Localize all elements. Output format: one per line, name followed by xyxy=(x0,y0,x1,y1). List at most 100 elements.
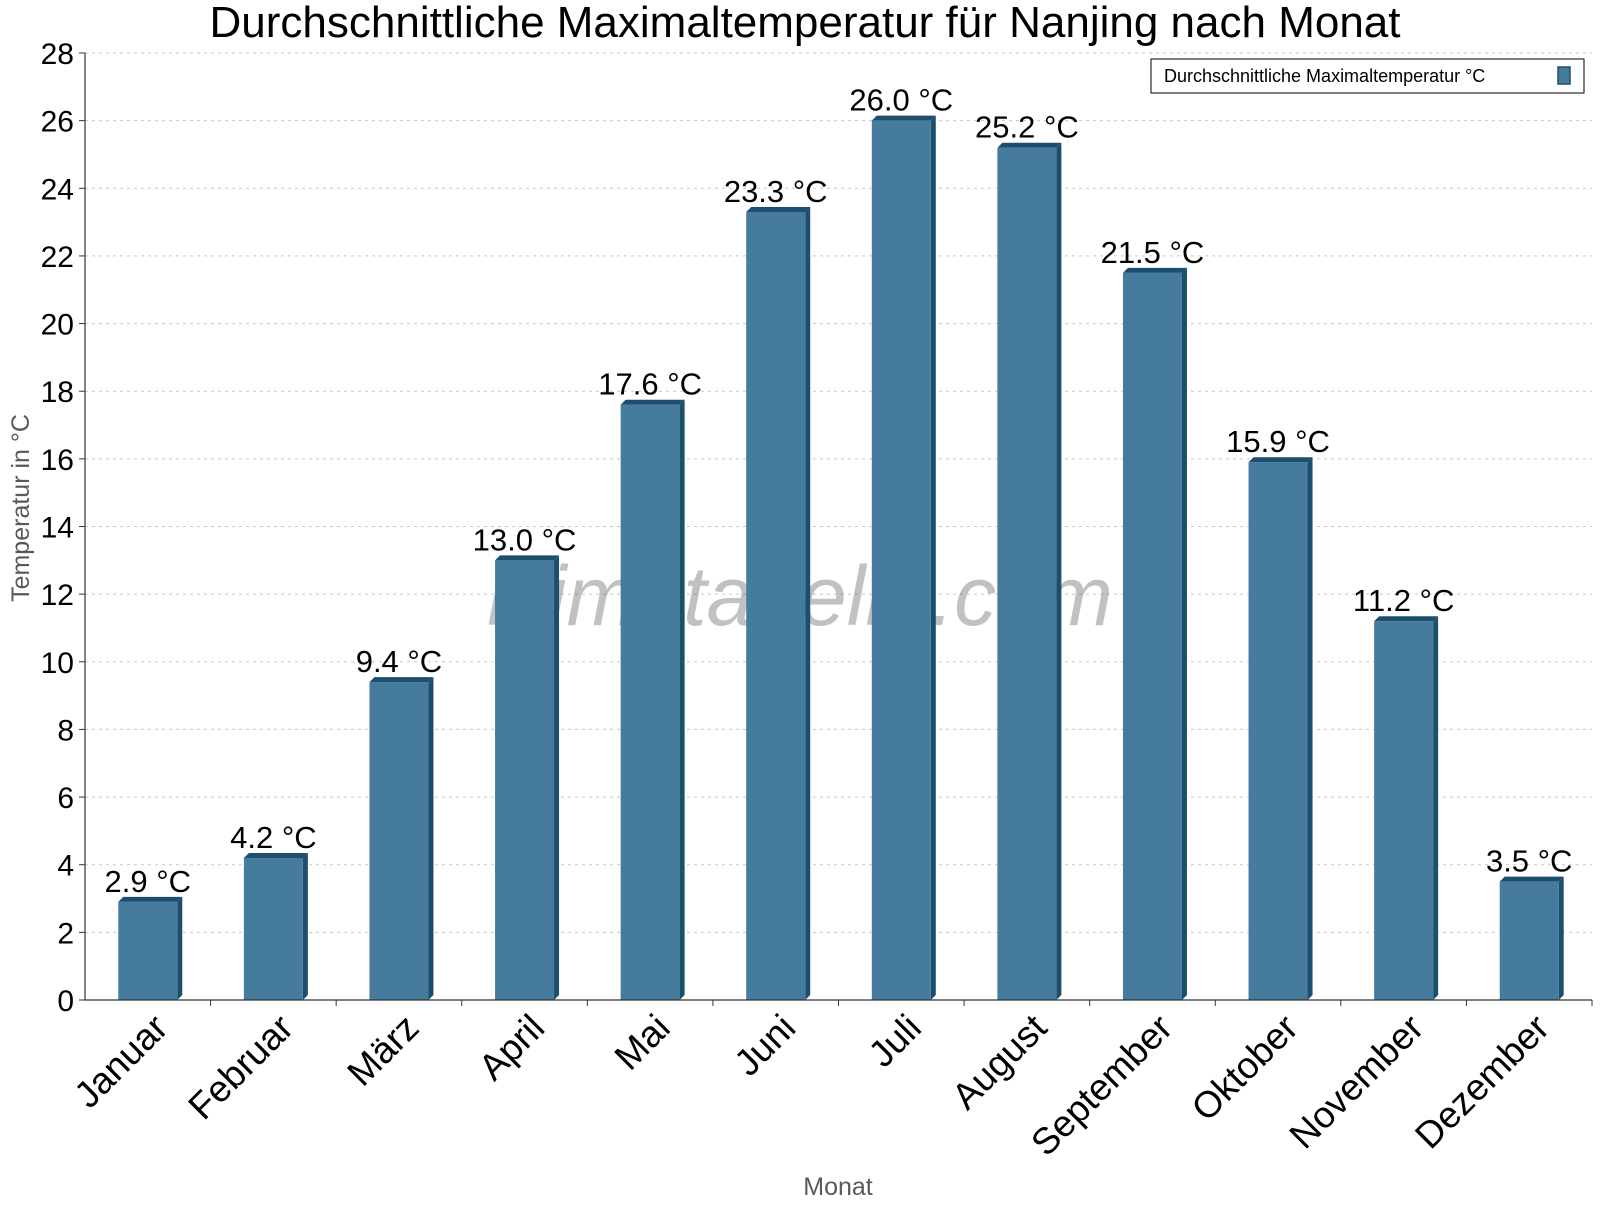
x-tick-label: Juni xyxy=(726,1007,803,1084)
x-tick-label: Oktober xyxy=(1184,1007,1306,1129)
bar-front xyxy=(871,120,931,1000)
y-tick-label: 14 xyxy=(41,512,74,545)
bar xyxy=(997,142,1062,1000)
y-tick-label: 12 xyxy=(41,579,74,612)
bar-value-label: 23.3 °C xyxy=(724,174,828,209)
bar-value-label: 13.0 °C xyxy=(473,522,577,557)
y-tick-label: 18 xyxy=(41,376,74,409)
bar-side xyxy=(805,206,811,1001)
bar xyxy=(1248,457,1313,1001)
bar-top xyxy=(495,555,560,561)
bar-front xyxy=(997,147,1057,1000)
bar-top xyxy=(997,142,1062,148)
x-tick-label: November xyxy=(1282,1007,1432,1157)
x-tick-label: April xyxy=(471,1007,552,1088)
bar-side xyxy=(1558,876,1564,1000)
bar-side xyxy=(302,852,308,1000)
bar xyxy=(1122,267,1187,1000)
bar-front xyxy=(118,901,178,1000)
x-tick-labels: Januar Februar März April Mai Juni Juli AugustS… xyxy=(66,1006,1556,1163)
y-tick-label: 24 xyxy=(41,173,74,206)
x-axis-title: Monat xyxy=(803,1173,873,1200)
bar xyxy=(871,115,936,1000)
y-tick-label: 4 xyxy=(57,850,74,883)
bar xyxy=(118,896,183,1000)
legend: Durchschnittliche Maximaltemperatur °C xyxy=(1150,58,1585,94)
bar-value-label: 25.2 °C xyxy=(975,110,1079,145)
bar-value-label: 9.4 °C xyxy=(356,644,443,679)
bar-front xyxy=(1122,272,1182,1000)
y-tick-label: 22 xyxy=(41,241,74,274)
bar-front xyxy=(1499,881,1559,1000)
bar-value-label: 2.9 °C xyxy=(105,864,192,899)
bar-side xyxy=(177,896,183,1000)
bar-value-label: 21.5 °C xyxy=(1101,235,1205,270)
bar xyxy=(369,677,434,1000)
y-tick-label: 0 xyxy=(57,985,74,1018)
bar-front xyxy=(369,682,429,1000)
x-tick-label: Dezember xyxy=(1407,1007,1557,1157)
legend-label: Durchschnittliche Maximaltemperatur °C xyxy=(1164,66,1485,86)
x-tick-label: Februar xyxy=(180,1007,301,1128)
bar-value-label: 26.0 °C xyxy=(849,83,953,118)
bar-value-label: 15.9 °C xyxy=(1226,424,1330,459)
bar-front xyxy=(746,211,806,1001)
bar-value-label: 4.2 °C xyxy=(230,820,317,855)
x-tick-label: Juli xyxy=(861,1007,929,1075)
bar-top xyxy=(118,896,183,902)
bar-side xyxy=(428,677,434,1000)
bar-side xyxy=(1056,142,1062,1000)
bar-side xyxy=(679,399,685,1000)
bar-side xyxy=(554,555,560,1000)
gridlines xyxy=(85,52,1592,933)
bar-top xyxy=(620,399,685,405)
bar-top xyxy=(243,852,308,858)
bar-front xyxy=(620,404,680,1000)
bar-side xyxy=(1433,616,1439,1000)
bar xyxy=(495,555,560,1000)
bar xyxy=(1499,876,1564,1000)
y-tick-label: 26 xyxy=(41,106,74,139)
bar-front xyxy=(495,560,555,1000)
bar-value-label: 3.5 °C xyxy=(1486,844,1573,879)
bar-front xyxy=(1374,621,1434,1000)
y-tick-label: 20 xyxy=(41,309,74,342)
x-tick-label: Mai xyxy=(607,1007,678,1078)
y-tick-label: 2 xyxy=(57,917,74,950)
bar xyxy=(746,206,811,1001)
bar-top xyxy=(369,677,434,683)
bar-side xyxy=(930,115,936,1000)
bar-side xyxy=(1181,267,1187,1000)
bars xyxy=(118,115,1564,1001)
bar-top xyxy=(1248,457,1313,463)
bar xyxy=(243,852,308,1000)
y-tick-label: 10 xyxy=(41,647,74,680)
bar-value-labels: 2.9 °C 4.2 °C 9.4 °C 13.0 °C 17.6 °C 23.3 °C 2… xyxy=(105,83,1573,899)
y-axis-title: Temperatur in °C xyxy=(7,414,35,602)
bar-value-label: 17.6 °C xyxy=(598,367,702,402)
y-tick-label: 28 xyxy=(41,38,74,71)
x-tick-label: März xyxy=(339,1007,426,1094)
bar xyxy=(620,399,685,1000)
bar-top xyxy=(1499,876,1564,882)
bar-top xyxy=(1374,616,1439,622)
y-tick-label: 16 xyxy=(41,444,74,477)
axes xyxy=(79,52,1593,1006)
bar-value-label: 11.2 °C xyxy=(1353,583,1454,618)
x-tick-label: August xyxy=(944,1006,1055,1117)
bar-front xyxy=(243,857,303,1000)
y-tick-label: 8 xyxy=(57,714,74,747)
legend-box xyxy=(1150,58,1585,94)
x-tick-label: Januar xyxy=(66,1007,175,1116)
bar-side xyxy=(1307,457,1313,1001)
y-tick-label: 6 xyxy=(57,782,74,815)
bar-top xyxy=(746,206,811,212)
bar xyxy=(1374,616,1439,1000)
legend-swatch xyxy=(1557,66,1571,85)
bar-front xyxy=(1248,462,1308,1001)
bar-top xyxy=(1122,267,1187,273)
chart-title: Durchschnittliche Maximaltemperatur für … xyxy=(210,0,1401,47)
